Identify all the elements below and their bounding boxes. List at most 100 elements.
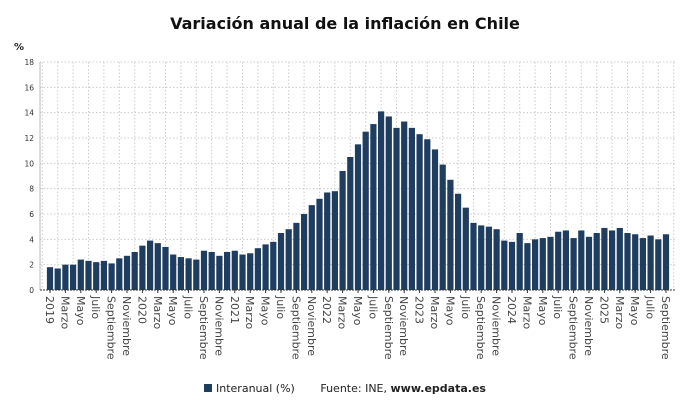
bar — [324, 192, 331, 290]
bar — [193, 259, 200, 290]
bar — [108, 263, 115, 290]
bar — [639, 238, 646, 290]
x-tick-label: Julio — [366, 295, 379, 319]
x-tick-label: Septiembre — [567, 296, 580, 360]
bar — [562, 230, 569, 290]
bar — [601, 227, 608, 290]
bar — [593, 233, 600, 290]
x-tick-label: 2025 — [597, 296, 610, 324]
bar — [416, 134, 423, 290]
bar — [46, 267, 54, 290]
x-tick-label: Noviembre — [397, 296, 410, 356]
x-tick-label: Julio — [274, 295, 287, 319]
bar — [100, 260, 107, 290]
bar — [77, 259, 84, 290]
bar — [508, 241, 516, 290]
bar — [393, 127, 400, 290]
bar — [362, 131, 369, 290]
bar — [455, 193, 462, 290]
x-tick-label: 2024 — [505, 296, 518, 324]
bar — [316, 198, 323, 290]
y-tick-label: 0 — [29, 286, 34, 295]
legend: Interanual (%) Fuente: INE, www.epdata.e… — [0, 382, 690, 395]
bar — [555, 231, 562, 290]
bar — [270, 241, 277, 290]
bar — [485, 226, 492, 290]
x-tick-label: 2023 — [413, 296, 426, 324]
x-tick-label: Marzo — [428, 296, 441, 330]
x-tick-label: Mayo — [166, 296, 179, 326]
bar — [378, 111, 385, 291]
x-tick-label: 2021 — [228, 296, 241, 324]
bar — [431, 149, 439, 290]
bar — [570, 238, 577, 290]
x-tick-label: Noviembre — [212, 296, 225, 356]
bar — [170, 254, 177, 290]
y-tick-label: 18 — [24, 58, 34, 67]
bar — [408, 127, 415, 290]
bar — [208, 252, 215, 290]
x-tick-label: Marzo — [520, 296, 533, 330]
y-tick-label: 4 — [29, 235, 34, 244]
y-tick-label: 2 — [29, 261, 34, 270]
bar — [131, 252, 138, 290]
x-tick-label: Mayo — [536, 296, 549, 326]
y-tick-label: 16 — [24, 83, 34, 92]
bar — [262, 244, 269, 290]
bar — [447, 179, 454, 290]
bar — [547, 236, 554, 290]
x-tick-label: 2019 — [43, 296, 56, 324]
bar — [293, 222, 300, 290]
source-site[interactable]: www.epdata.es — [390, 382, 486, 395]
bar — [616, 227, 623, 290]
bar — [470, 222, 477, 290]
bar — [585, 236, 593, 290]
bar — [662, 234, 670, 290]
source-prefix: Fuente: INE, — [320, 382, 391, 395]
x-tick-label: Septiembre — [474, 296, 487, 360]
bar — [331, 191, 338, 290]
bar — [578, 230, 585, 290]
bar — [185, 258, 192, 290]
bar — [93, 262, 100, 290]
bar — [177, 257, 184, 290]
bar — [501, 240, 508, 290]
bar — [609, 230, 616, 290]
bar — [54, 268, 61, 290]
bar — [385, 116, 392, 290]
bar — [524, 243, 531, 290]
x-tick-label: Septiembre — [659, 296, 672, 360]
x-tick-label: Septiembre — [382, 296, 395, 360]
y-tick-label: 12 — [24, 134, 34, 143]
x-tick-label: Marzo — [336, 296, 349, 330]
bar — [285, 229, 292, 290]
bar — [347, 157, 354, 290]
chart-title: Variación anual de la inflación en Chile — [170, 14, 520, 33]
y-tick-label: 14 — [24, 109, 34, 118]
bar — [162, 246, 169, 290]
x-tick-label: Noviembre — [120, 296, 133, 356]
bar — [62, 264, 69, 290]
x-tick-label: 2020 — [135, 296, 148, 324]
bar — [439, 164, 446, 290]
x-tick-label: Septiembre — [105, 296, 118, 360]
bar — [401, 121, 408, 291]
x-tick-label: Marzo — [151, 296, 164, 330]
x-tick-label: Julio — [89, 295, 102, 319]
bar — [462, 207, 469, 290]
x-tick-label: Mayo — [628, 296, 641, 326]
bar — [308, 205, 315, 290]
x-tick-label: Septiembre — [197, 296, 210, 360]
bar — [85, 260, 92, 290]
bar — [200, 250, 208, 290]
bar — [254, 248, 261, 290]
bar — [516, 233, 523, 290]
bar — [647, 235, 654, 290]
y-tick-label: 8 — [29, 185, 34, 194]
bar — [354, 144, 362, 290]
bar — [231, 250, 238, 290]
x-tick-label: Marzo — [243, 296, 256, 330]
bar — [370, 124, 377, 290]
bar — [478, 225, 485, 290]
x-tick-label: Noviembre — [305, 296, 318, 356]
